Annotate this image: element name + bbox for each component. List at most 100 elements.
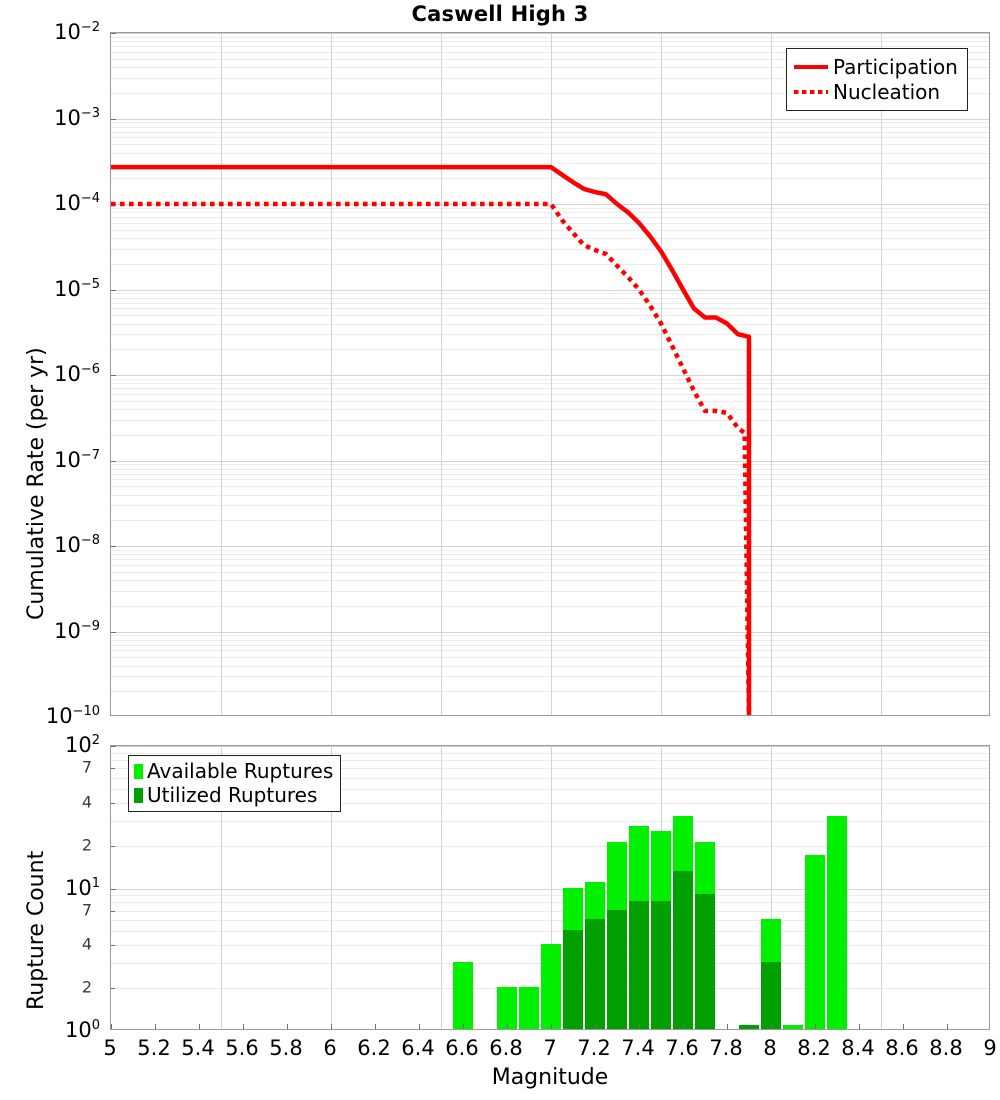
gridline-horizontal	[111, 631, 989, 633]
gridline-vertical	[331, 746, 332, 1029]
bar-available-ruptures	[518, 987, 539, 1029]
x-tick-label: 6.4	[401, 1036, 435, 1060]
gridline-horizontal	[111, 464, 989, 466]
y-tick-label: 4	[81, 792, 92, 812]
gridline-horizontal	[111, 51, 989, 53]
gridline-horizontal	[111, 486, 989, 488]
gridline-horizontal	[111, 33, 989, 34]
gridline-vertical	[221, 746, 222, 1029]
gridline-horizontal	[111, 657, 989, 659]
gridline-horizontal	[111, 229, 989, 231]
gridline-horizontal	[111, 777, 989, 779]
gridline-horizontal	[111, 691, 989, 693]
legend-item[interactable]: Utilized Ruptures	[134, 783, 333, 807]
gridline-horizontal	[111, 549, 989, 551]
gridline-horizontal	[111, 845, 989, 847]
gridline-horizontal	[111, 554, 989, 556]
x-tick-label: 9	[983, 1036, 997, 1060]
legend-item[interactable]: Available Ruptures	[134, 759, 333, 783]
bar-available-ruptures	[452, 962, 473, 1029]
bar-utilized-ruptures	[562, 930, 583, 1029]
x-tick-label: 7.6	[665, 1036, 699, 1060]
gridline-vertical	[661, 33, 662, 715]
gridline-vertical	[441, 33, 442, 715]
legend-swatch-color-box-icon	[134, 763, 143, 779]
x-tick-label: 8	[763, 1036, 777, 1060]
gridline-horizontal	[111, 212, 989, 214]
bar-utilized-ruptures	[606, 909, 627, 1029]
x-tick-mark	[419, 1024, 420, 1029]
bar-available-ruptures	[804, 854, 825, 1029]
gridline-horizontal	[111, 92, 989, 94]
y-tick-mark	[111, 802, 115, 804]
gridline-horizontal	[111, 650, 989, 652]
gridline-horizontal	[111, 571, 989, 573]
gridline-horizontal	[111, 393, 989, 395]
gridline-horizontal	[111, 409, 989, 411]
gridline-horizontal	[111, 920, 989, 922]
x-tick-mark	[595, 1024, 596, 1029]
gridline-horizontal	[111, 788, 989, 790]
x-tick-label: 5.6	[225, 1036, 259, 1060]
x-tick-label: 7.8	[709, 1036, 743, 1060]
gridline-horizontal	[111, 494, 989, 496]
gridline-horizontal	[111, 383, 989, 385]
legend-label: Participation	[833, 54, 958, 79]
x-axis-label: Magnitude	[491, 1065, 609, 1090]
gridline-horizontal	[111, 122, 989, 124]
gridline-horizontal	[111, 238, 989, 240]
gridline-horizontal	[111, 902, 989, 904]
gridline-horizontal	[111, 131, 989, 133]
gridline-horizontal	[111, 746, 989, 747]
gridline-horizontal	[111, 768, 989, 770]
y-tick-label: 10−3	[54, 105, 100, 130]
cumulative-rate-plot	[110, 32, 990, 716]
legend-label: Available Ruptures	[147, 759, 334, 783]
cumulative-rate-curves	[111, 164, 752, 715]
gridline-horizontal	[111, 58, 989, 60]
x-tick-labels: 5 5.2 5.4 5.6 5.8 6 6.2 6.4 6.6 6.8 7 7.2 7.4 7.6 7.8 8…	[0, 1036, 1000, 1062]
gridline-horizontal	[111, 639, 989, 641]
x-tick-mark	[155, 1024, 156, 1029]
gridline-horizontal	[111, 400, 989, 402]
x-tick-mark	[771, 1024, 772, 1029]
bar-available-ruptures	[540, 944, 561, 1029]
bar-utilized-ruptures	[650, 901, 671, 1029]
gridline-horizontal	[111, 473, 989, 475]
gridline-horizontal	[111, 222, 989, 224]
y-tick-label: 10−5	[54, 276, 100, 301]
gridline-vertical	[551, 746, 552, 1029]
x-tick-mark	[639, 1024, 640, 1029]
y-tick-label: 4	[81, 934, 92, 954]
x-tick-label: 8.6	[885, 1036, 919, 1060]
gridline-horizontal	[111, 204, 989, 205]
bar-available-ruptures	[826, 815, 847, 1029]
bar-utilized-ruptures	[738, 1025, 759, 1029]
gridline-horizontal	[111, 297, 989, 299]
gridline-horizontal	[111, 802, 989, 804]
gridline-horizontal	[111, 46, 989, 48]
y-tick-mark	[111, 460, 116, 462]
gridline-horizontal	[111, 559, 989, 561]
top-chart-legend: Participation Nucleation	[786, 48, 968, 111]
gridline-vertical	[551, 33, 552, 715]
gridline-horizontal	[111, 644, 989, 646]
x-tick-label: 7	[543, 1036, 557, 1060]
x-tick-label: 6	[323, 1036, 337, 1060]
y-tick-label: 100	[64, 1018, 100, 1042]
gridline-vertical	[881, 33, 882, 715]
gridline-horizontal	[111, 126, 989, 128]
gridline-horizontal	[111, 152, 989, 154]
gridline-horizontal	[111, 665, 989, 667]
y-tick-label: 7	[81, 757, 92, 777]
gridline-horizontal	[111, 349, 989, 351]
bar-available-ruptures	[782, 1025, 803, 1029]
gridline-horizontal	[111, 263, 989, 265]
x-tick-mark	[815, 1024, 816, 1029]
x-tick-mark	[463, 1024, 464, 1029]
gridline-horizontal	[111, 67, 989, 69]
legend-item[interactable]: Nucleation	[794, 79, 958, 104]
gridline-horizontal	[111, 479, 989, 481]
legend-item[interactable]: Participation	[794, 54, 958, 79]
